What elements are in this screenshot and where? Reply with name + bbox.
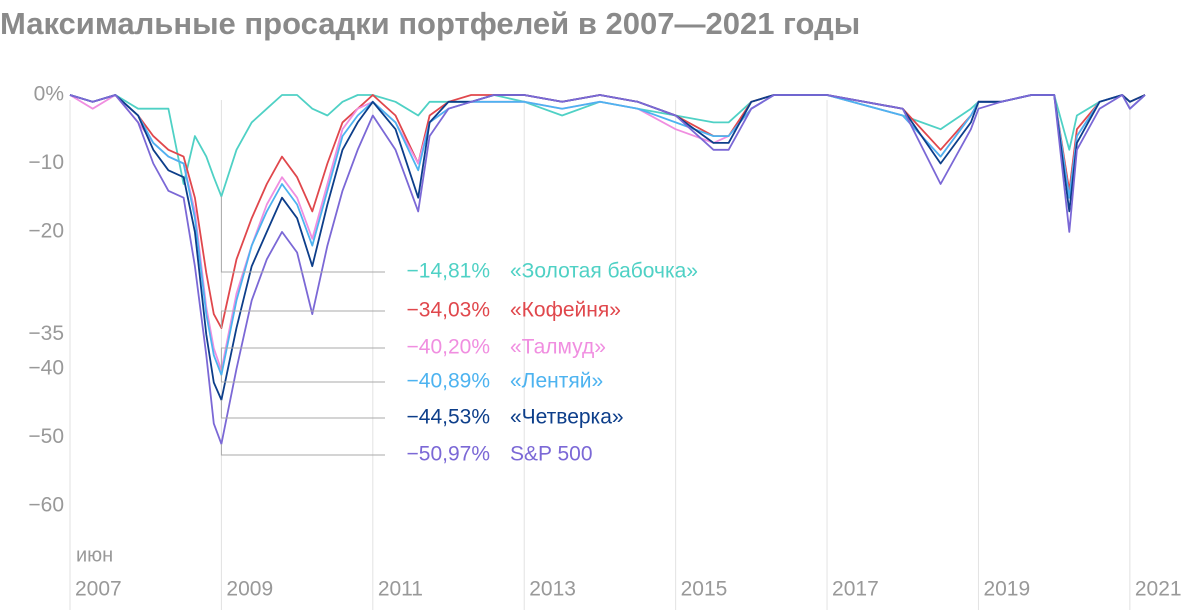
leader-line — [220, 196, 385, 273]
min-label: −50,97% — [407, 443, 491, 466]
y-tick-label: −10 — [28, 151, 64, 174]
y-tick-label: −50 — [28, 425, 64, 448]
series-line — [69, 94, 1146, 198]
x-tick-label: 2017 — [832, 578, 879, 601]
series-line — [69, 94, 1146, 401]
chart-title: Максимальные просадки портфелей в 2007—2… — [0, 6, 860, 41]
min-label: −34,03% — [407, 299, 491, 322]
leader-line — [220, 310, 385, 328]
legend-label: «Лентяй» — [510, 370, 603, 393]
min-label: −40,20% — [407, 336, 491, 359]
legend-label: S&P 500 — [510, 443, 593, 466]
leader-line — [220, 374, 385, 383]
min-label: −40,89% — [407, 370, 491, 393]
y-tick-label: −35 — [28, 322, 64, 345]
leader-line — [220, 399, 385, 419]
min-label: −44,53% — [407, 406, 491, 429]
leader-line — [220, 443, 385, 456]
legend-label: «Кофейня» — [510, 299, 621, 322]
y-tick-label: −40 — [28, 356, 64, 379]
legend-label: «Четверка» — [510, 406, 624, 429]
series-line — [69, 94, 1146, 329]
legend-label: «Золотая бабочка» — [510, 260, 698, 283]
x-tick-label: 2021 — [1135, 578, 1182, 601]
series-line — [69, 94, 1146, 376]
y-tick-label: −60 — [28, 493, 64, 516]
leader-line — [220, 347, 385, 371]
x-annotation: июн — [76, 544, 113, 566]
x-tick-label: 2013 — [529, 578, 576, 601]
x-tick-label: 2007 — [75, 578, 122, 601]
x-tick-label: 2011 — [378, 578, 423, 601]
x-tick-label: 2009 — [226, 578, 273, 601]
x-tick-label: 2019 — [983, 578, 1030, 601]
y-tick-label: −20 — [28, 219, 64, 242]
series-line — [69, 94, 1146, 445]
x-tick-label: 2015 — [681, 578, 728, 601]
legend-label: «Талмуд» — [510, 336, 606, 359]
y-tick-label: 0% — [34, 83, 64, 106]
min-label: −14,81% — [407, 260, 491, 283]
